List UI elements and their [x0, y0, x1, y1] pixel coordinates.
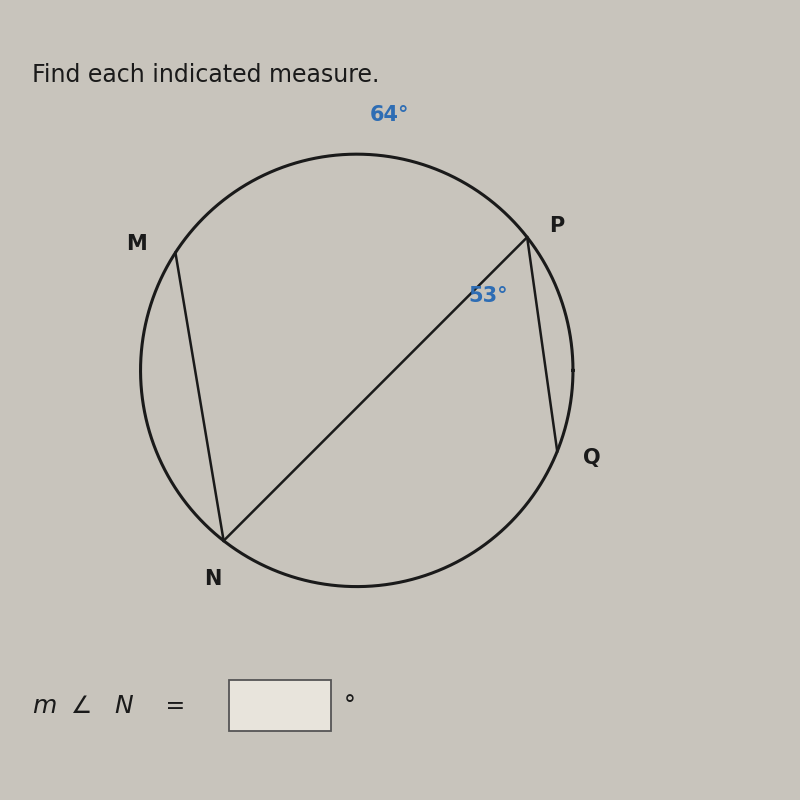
Text: 53°: 53°	[469, 286, 508, 306]
Text: m: m	[33, 694, 57, 718]
Text: Q: Q	[583, 448, 601, 468]
Text: =: =	[158, 694, 185, 718]
Text: N: N	[114, 694, 134, 718]
FancyBboxPatch shape	[229, 679, 331, 731]
Text: °: °	[344, 694, 356, 718]
Text: Find each indicated measure.: Find each indicated measure.	[33, 63, 380, 87]
Text: N: N	[204, 569, 222, 589]
Text: ∠: ∠	[71, 694, 93, 718]
Text: M: M	[126, 234, 147, 254]
Text: 64°: 64°	[370, 106, 409, 126]
Text: P: P	[549, 217, 564, 237]
